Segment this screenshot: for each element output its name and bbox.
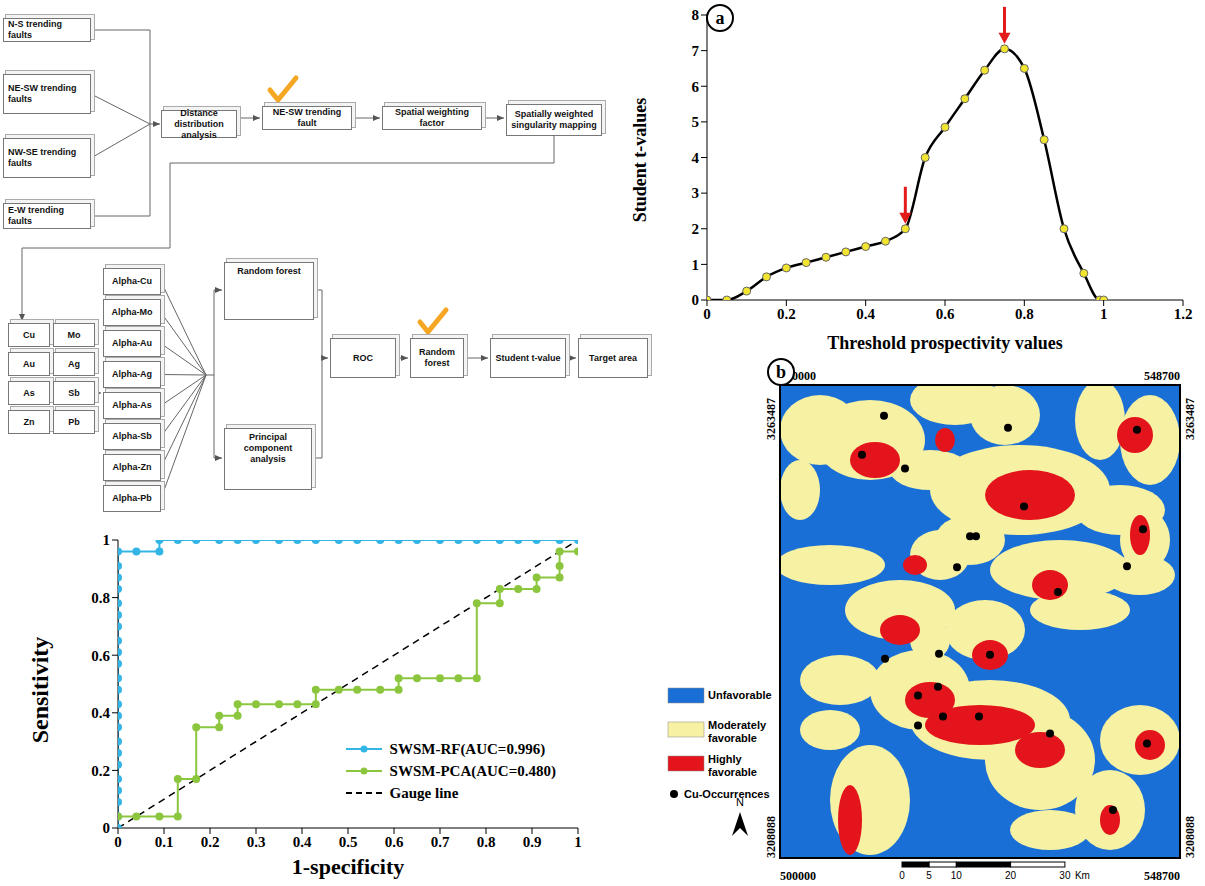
html-text:Alpha-Pb: Alpha-Pb	[112, 493, 152, 503]
svg-text:3263487: 3263487	[764, 398, 778, 440]
svg-text:favorable: favorable	[708, 732, 757, 744]
svg-text:10: 10	[951, 870, 963, 881]
html-text:ROC: ROC	[353, 352, 373, 363]
svg-text:0: 0	[692, 292, 700, 308]
svg-text:3208088: 3208088	[1183, 816, 1197, 858]
svg-text:0.1: 0.1	[155, 834, 174, 850]
svg-text:0.2: 0.2	[201, 834, 220, 850]
svg-text:Moderately: Moderately	[708, 719, 767, 731]
svg-text:b: b	[776, 362, 786, 382]
html-text:E-W trending faults: E-W trending faults	[8, 205, 64, 226]
html-text:Alpha-Zn: Alpha-Zn	[112, 462, 152, 472]
svg-text:0.7: 0.7	[431, 834, 450, 850]
html-text:Alpha-Au: Alpha-Au	[112, 338, 152, 348]
svg-text:Highly: Highly	[708, 753, 742, 765]
svg-text:30: 30	[1059, 870, 1071, 881]
html-text:Distance distribution analysis: Distance distribution analysis	[174, 107, 224, 140]
html-text:Au: Au	[23, 358, 35, 369]
svg-text:0.6: 0.6	[91, 648, 110, 664]
svg-text:0: 0	[899, 870, 905, 881]
svg-text:Cu-Occurrences: Cu-Occurrences	[684, 788, 770, 800]
html-text:NE-SW trending fault: NE-SW trending fault	[272, 107, 342, 128]
svg-text:1: 1	[103, 532, 111, 548]
svg-text:0.2: 0.2	[777, 306, 796, 322]
html-text:Alpha-Cu: Alpha-Cu	[112, 276, 152, 286]
svg-text:3: 3	[692, 185, 700, 201]
html-text:Pb: Pb	[68, 416, 80, 427]
html-text:Random forest: Random forest	[419, 347, 455, 368]
svg-text:3263487: 3263487	[1183, 398, 1197, 440]
svg-text:0.6: 0.6	[936, 306, 955, 322]
svg-text:0: 0	[103, 820, 111, 836]
html-text:Spatial weighting factor: Spatial weighting factor	[395, 107, 469, 128]
svg-text:0.4: 0.4	[91, 705, 110, 721]
svg-text:548700: 548700	[1144, 869, 1180, 883]
svg-text:1: 1	[1100, 306, 1108, 322]
html-text:Alpha-Ag: Alpha-Ag	[112, 369, 152, 379]
html-text:Target area: Target area	[589, 352, 637, 363]
svg-text:20: 20	[1005, 870, 1017, 881]
svg-text:0.6: 0.6	[385, 834, 404, 850]
svg-text:0.2: 0.2	[91, 763, 110, 779]
html-text:SWSM-PCA(AUC=0.480): SWSM-PCA(AUC=0.480)	[389, 762, 556, 779]
svg-text:500000: 500000	[780, 869, 816, 883]
svg-text:3208088: 3208088	[764, 816, 778, 858]
html-text:As: As	[23, 387, 35, 398]
svg-text:548700: 548700	[1144, 369, 1180, 383]
svg-text:8: 8	[692, 7, 700, 23]
html-text:Alpha-Mo: Alpha-Mo	[111, 307, 153, 317]
html-text:Zn: Zn	[23, 416, 35, 427]
svg-text:0.8: 0.8	[91, 590, 110, 606]
html-text:Alpha-As: Alpha-As	[112, 400, 152, 410]
svg-text:5: 5	[692, 114, 700, 130]
svg-text:N: N	[736, 796, 744, 808]
html-text:Student t-values: Student t-values	[629, 97, 650, 223]
html-text:Principal component analysis: Principal component analysis	[243, 432, 293, 464]
svg-text:0.4: 0.4	[856, 306, 875, 322]
svg-text:0.5: 0.5	[339, 834, 358, 850]
svg-text:Km: Km	[1075, 870, 1090, 881]
html-text:Sb: Sb	[68, 387, 80, 398]
html-text:Threshold prospectivity values: Threshold prospectivity values	[827, 333, 1063, 353]
html-text:SWSM-RF(AUC=0.996): SWSM-RF(AUC=0.996)	[389, 740, 546, 757]
svg-text:0.9: 0.9	[523, 834, 542, 850]
svg-text:7: 7	[692, 43, 700, 59]
svg-text:1.2: 1.2	[1174, 306, 1193, 322]
html-text:Cu: Cu	[23, 329, 35, 340]
html-text:Sensitivity: Sensitivity	[26, 636, 53, 744]
svg-text:0: 0	[114, 834, 122, 850]
svg-text:Unfavorable: Unfavorable	[708, 689, 772, 701]
html-text:Spatially weighted singularity: Spatially weighted singularity mapping	[511, 109, 597, 130]
html-text:Ag: Ag	[68, 358, 80, 369]
html-text:1-specificity: 1-specificity	[291, 854, 405, 879]
svg-text:0.8: 0.8	[477, 834, 496, 850]
html-text:Student t-value: Student t-value	[495, 352, 561, 363]
svg-text:1: 1	[692, 257, 700, 273]
svg-text:a: a	[716, 8, 725, 28]
html-text:N-S trending faults: N-S trending faults	[8, 19, 62, 40]
svg-text:500000: 500000	[780, 369, 816, 383]
html-text:Gauge line: Gauge line	[389, 784, 459, 801]
svg-text:0: 0	[703, 306, 711, 322]
svg-text:5: 5	[926, 870, 932, 881]
svg-text:favorable: favorable	[708, 766, 757, 778]
html-text:Mo: Mo	[67, 329, 81, 340]
svg-text:0.8: 0.8	[1015, 306, 1034, 322]
html-text:Alpha-Sb: Alpha-Sb	[112, 431, 152, 441]
svg-text:4: 4	[692, 150, 700, 166]
svg-text:0.4: 0.4	[293, 834, 312, 850]
svg-text:0.3: 0.3	[247, 834, 266, 850]
html-text:NW-SE trending faults: NW-SE trending faults	[8, 147, 77, 168]
svg-text:6: 6	[692, 79, 700, 95]
svg-text:1: 1	[574, 834, 582, 850]
html-text:Random forest: Random forest	[237, 266, 301, 276]
svg-text:2: 2	[692, 221, 700, 237]
html-text:NE-SW trending faults: NE-SW trending faults	[8, 83, 77, 104]
